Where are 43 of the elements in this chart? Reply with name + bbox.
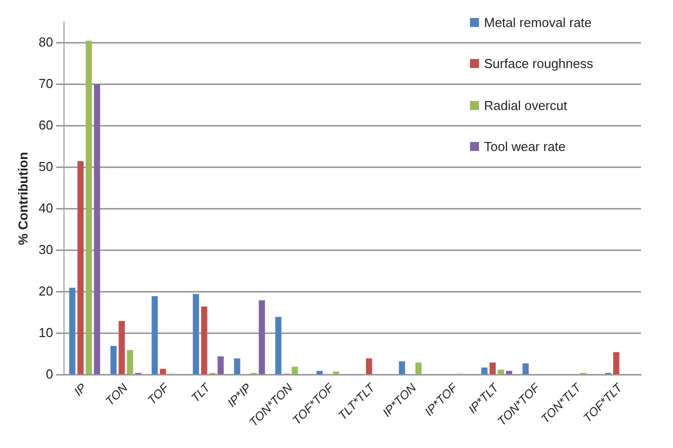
bar bbox=[152, 296, 158, 374]
bar bbox=[481, 368, 488, 374]
y-tick-label: 60 bbox=[38, 117, 54, 132]
bar bbox=[77, 161, 84, 374]
bar bbox=[201, 306, 208, 374]
bar bbox=[160, 368, 166, 374]
bar bbox=[69, 288, 76, 374]
bar bbox=[332, 372, 340, 374]
bar bbox=[415, 362, 422, 374]
bar bbox=[366, 358, 372, 374]
legend-label: Tool wear rate bbox=[484, 139, 566, 154]
bar bbox=[94, 84, 100, 374]
bar bbox=[234, 358, 240, 374]
legend-label: Radial overcut bbox=[484, 98, 568, 113]
bar bbox=[613, 352, 620, 374]
y-tick-label: 0 bbox=[46, 366, 54, 382]
bar bbox=[258, 300, 265, 374]
bar bbox=[498, 370, 504, 374]
bar bbox=[506, 370, 512, 374]
x-tick-label: IP bbox=[71, 380, 90, 399]
bar bbox=[192, 294, 200, 374]
bar bbox=[522, 363, 529, 374]
y-tick-label: 50 bbox=[38, 158, 54, 174]
y-tick-label: 40 bbox=[38, 200, 54, 216]
y-tick-label: 20 bbox=[38, 284, 54, 299]
bar bbox=[490, 362, 496, 374]
bar bbox=[292, 366, 298, 374]
legend-label: Metal removal rate bbox=[484, 14, 592, 30]
y-tick-label: 30 bbox=[38, 242, 54, 257]
y-tick-label: 70 bbox=[38, 76, 54, 91]
bar bbox=[110, 346, 117, 374]
bar bbox=[398, 361, 406, 374]
y-tick-label: 10 bbox=[38, 325, 54, 340]
bar bbox=[118, 321, 125, 374]
y-axis-title: % Contribution bbox=[15, 152, 30, 246]
bar bbox=[218, 356, 224, 374]
bar bbox=[316, 370, 323, 374]
bar bbox=[86, 40, 92, 374]
x-tick-label: TLT bbox=[188, 380, 214, 406]
bar bbox=[126, 350, 134, 374]
y-tick-label: 80 bbox=[38, 34, 54, 50]
legend-label: Surface roughness bbox=[484, 56, 594, 72]
bar bbox=[275, 316, 282, 374]
